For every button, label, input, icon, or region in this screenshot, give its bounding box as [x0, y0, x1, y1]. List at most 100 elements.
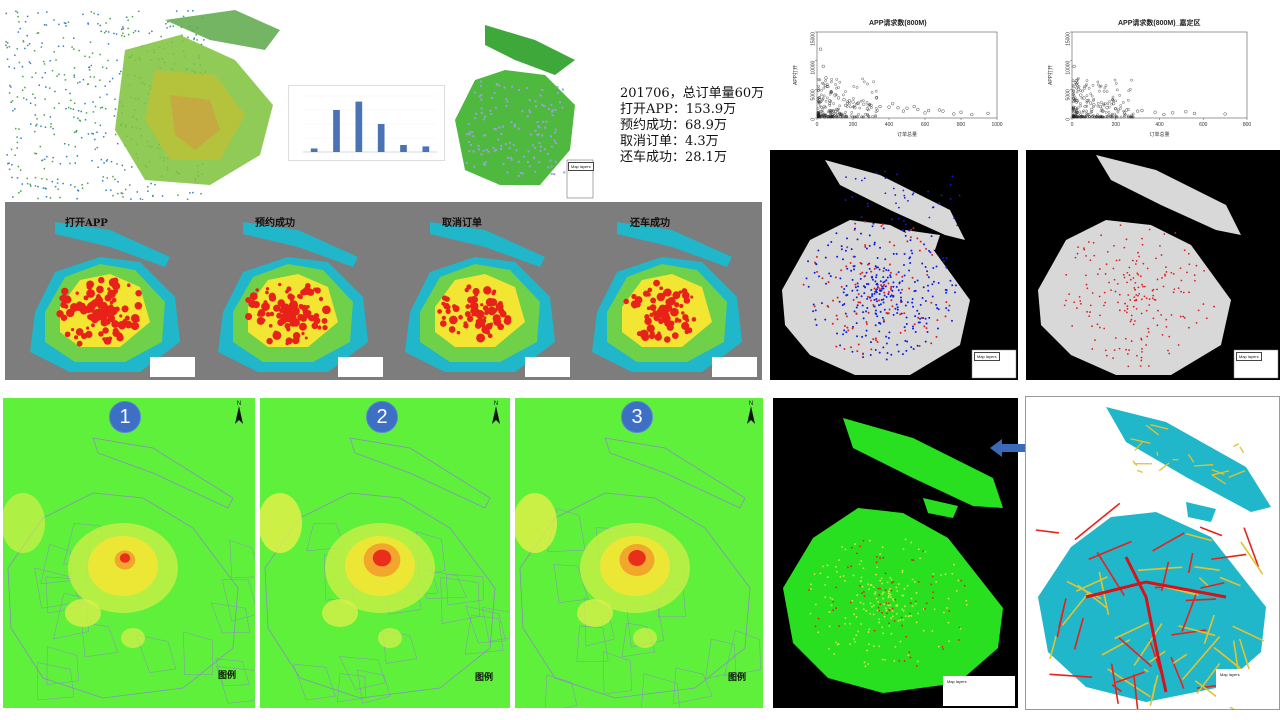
scatter-point: [847, 99, 851, 103]
heat-label-booked: 预约成功: [255, 218, 295, 229]
scatter-point: [1111, 102, 1116, 106]
map-layers-legend-red: Map layers: [1236, 352, 1262, 361]
scatter-point: [1153, 110, 1157, 114]
y-tick-label: 15000: [811, 32, 817, 46]
legend-label: 图例: [218, 671, 237, 681]
x-axis-label: 订单总量: [1149, 131, 1169, 138]
heat-label-open-app: 打开APP: [65, 218, 108, 229]
y-tick-label: 15000: [1066, 32, 1072, 46]
x-axis-label: 订单总量: [897, 131, 917, 138]
green-district-map: Map layers: [445, 20, 595, 200]
scatter-point: [818, 47, 823, 51]
map-layers-label: Map layers: [571, 164, 591, 169]
scatter-point: [1223, 112, 1227, 116]
map-layers-label: Map layers: [977, 354, 997, 359]
y-axis-label: APP打开: [792, 65, 799, 85]
x-tick-label: 200: [1112, 122, 1121, 128]
scatter-point: [887, 105, 891, 109]
scatter-point: [874, 96, 878, 100]
x-tick-label: 400: [885, 122, 894, 128]
heat-label-cancelled: 取消订单: [442, 218, 482, 229]
heat-map-4: [592, 222, 757, 377]
scatter-point: [824, 76, 828, 80]
heat-map-1: [30, 222, 195, 377]
summary-line: 预约成功：68.9万: [620, 118, 727, 133]
scatter-point: [827, 99, 832, 103]
map-layers-legend-road: Map layers: [1218, 671, 1242, 678]
scatter-point: [1171, 111, 1175, 115]
map-layers-label: Map layers: [947, 679, 967, 684]
district-map-3: N 3 图例: [515, 398, 763, 708]
bar: [355, 101, 363, 152]
order-summary: 201706，总订单量60万 打开APP：153.9万 预约成功：68.9万 取…: [620, 86, 764, 166]
summary-line: 201706，总订单量60万: [620, 86, 765, 101]
scatter-title-all: APP请求数(800M): [869, 20, 927, 27]
blue-red-point-map: Map layers: [770, 150, 1018, 380]
scatter-point: [1072, 64, 1076, 68]
scatter-point: [851, 100, 855, 104]
summary-line: 打开APP：153.9万: [620, 102, 737, 117]
scatter-point: [1079, 93, 1083, 97]
map-layers-legend-small: Map layers: [568, 162, 594, 171]
map-layers-legend-green: Map layers: [945, 678, 969, 685]
district-map-2: N 2 图例: [260, 398, 510, 708]
scatter-point: [1140, 108, 1144, 113]
svg-text:N: N: [494, 401, 498, 407]
scatter-point: [1125, 108, 1129, 112]
badge-2: 2: [366, 401, 398, 433]
scatter-point: [1076, 87, 1081, 91]
legend-label: 图例: [728, 673, 747, 683]
order-bar-chart: [288, 85, 445, 161]
scatter-point: [842, 98, 846, 102]
scatter-point: [1088, 101, 1093, 105]
x-tick-label: 600: [1199, 122, 1208, 128]
bar: [400, 145, 407, 152]
scatter-title-jiading: APP请求数(800M)_嘉定区: [1118, 20, 1201, 27]
x-tick-label: 200: [849, 122, 858, 128]
svg-text:N: N: [237, 401, 241, 407]
x-tick-label: 1000: [991, 122, 1002, 128]
scatter-plot-jiading: APP请求数(800M)_嘉定区 0 5000 10000 15000 0 200 400 6…: [1040, 14, 1255, 148]
map-layers-legend-blue: Map layers: [974, 352, 1000, 361]
scatter-point: [941, 109, 945, 113]
scatter-point: [1184, 110, 1188, 114]
map-layers-label: Map layers: [1239, 354, 1259, 359]
north-arrow-icon: N: [235, 401, 243, 424]
summary-line: 取消订单：4.3万: [620, 134, 719, 149]
scatter-point: [959, 110, 963, 114]
heat-label-returned: 还车成功: [630, 218, 670, 229]
road-network-map: Map layers: [1025, 396, 1280, 710]
scatter-point: [1083, 104, 1087, 109]
double-arrow-icon: [990, 438, 1048, 458]
scatter-point: [896, 106, 900, 110]
y-tick-label: 10000: [811, 60, 817, 74]
scatter-point: [1090, 107, 1094, 111]
map-layers-label: Map layers: [1220, 672, 1240, 677]
density-map-overview: [5, 10, 280, 200]
scatter-point: [821, 64, 825, 68]
x-tick-label: 800: [957, 122, 966, 128]
scatter-point: [937, 108, 941, 112]
scatter-point: [927, 108, 931, 113]
green-density-map-black: Map layers: [773, 398, 1018, 708]
heatmap-strip: 打开APP 预约成功 取消订单 还车成功: [5, 202, 762, 380]
scatter-point: [916, 107, 920, 111]
y-tick-label: 5000: [811, 89, 817, 100]
scatter-point: [833, 93, 837, 97]
y-tick-label: 0: [811, 118, 817, 121]
scatter-point: [901, 109, 905, 113]
scatter-point: [923, 111, 927, 115]
scatter-point: [1162, 112, 1166, 117]
bar: [310, 148, 318, 152]
badge-3: 3: [621, 401, 653, 433]
y-tick-label: 0: [1066, 118, 1072, 121]
scatter-point: [1098, 104, 1103, 109]
legend-label: 图例: [475, 673, 494, 683]
scatter-point: [878, 104, 882, 109]
badge-1: 1: [109, 401, 141, 433]
scatter-point: [836, 96, 841, 100]
scatter-point: [822, 104, 826, 109]
bar: [377, 124, 385, 152]
scatter-point: [1136, 109, 1140, 113]
scatter-point: [853, 106, 857, 110]
